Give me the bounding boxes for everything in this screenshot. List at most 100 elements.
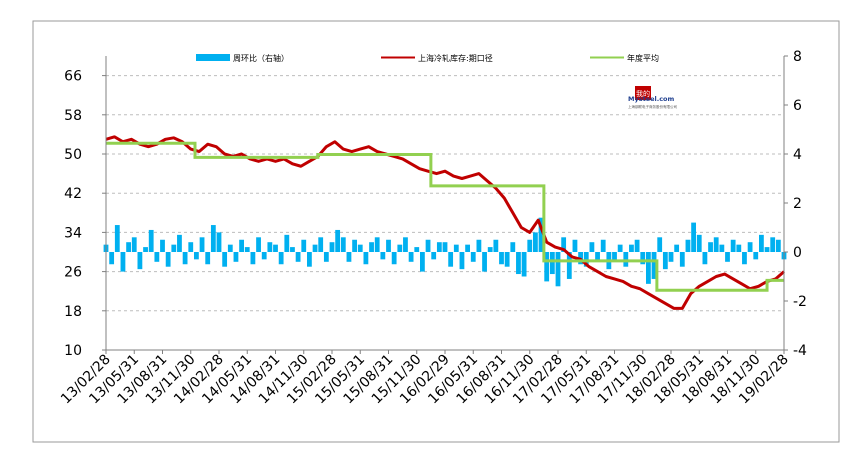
inventory-line [105, 135, 785, 310]
wow-bar [346, 252, 352, 262]
wow-bar [131, 237, 137, 252]
wow-bar [662, 252, 668, 270]
wow-bar [482, 252, 487, 272]
wow-bar [629, 244, 634, 252]
wow-bar [668, 252, 674, 262]
wow-bar [595, 252, 600, 262]
wow-bar [708, 242, 713, 252]
wow-bar [143, 247, 148, 252]
wow-bar [335, 229, 341, 252]
wow-bar [199, 237, 205, 252]
wow-bar [414, 247, 420, 252]
wow-bar [572, 239, 578, 252]
wow-bar [301, 239, 307, 252]
annual-average-line [106, 141, 784, 292]
wow-bar [758, 234, 764, 252]
wow-bar [476, 239, 482, 252]
wow-bar [357, 244, 363, 252]
wow-bar [634, 239, 640, 252]
wow-bar [227, 244, 233, 252]
wow-bar [250, 252, 256, 265]
wow-bar [177, 234, 182, 252]
wow-bar [216, 232, 222, 252]
wow-bar [702, 252, 708, 265]
wow-bar [499, 252, 504, 265]
legend-swatch-wow [196, 54, 230, 61]
wow-bar [487, 247, 493, 252]
watermark-company: 上海钢联电子商务股份有限公司 [628, 104, 677, 109]
wow-bar [256, 237, 261, 252]
wow-bar [685, 239, 691, 252]
wow-bar [589, 242, 595, 252]
wow-bar [295, 252, 301, 262]
wow-bar [109, 252, 115, 265]
wow-bar [651, 252, 657, 279]
wow-bar [713, 237, 719, 252]
wow-bar [770, 237, 776, 252]
wow-bar [764, 247, 770, 252]
y-left-tick-label: 10 [64, 343, 82, 359]
wow-bar [374, 237, 380, 252]
wow-bar [448, 252, 454, 267]
wow-bar [290, 247, 295, 252]
wow-bar [171, 244, 177, 252]
wow-bar [205, 252, 211, 265]
y-left-tick-label: 58 [64, 108, 82, 124]
wow-bar [386, 239, 391, 252]
wow-bar [538, 217, 544, 252]
watermark-logo: 我的 Mysteel.com 上海钢联电子商务股份有限公司 [628, 86, 677, 109]
wow-bar [363, 252, 369, 265]
wow-bar [645, 252, 651, 284]
wow-bar [154, 252, 160, 262]
wow-bar [753, 252, 759, 260]
y-left-tick-label: 18 [64, 304, 82, 320]
wow-bar [340, 237, 346, 252]
wow-bar [323, 252, 329, 262]
wow-bar [730, 239, 736, 252]
chart-border [32, 20, 840, 443]
y-right-tick-label: -2 [793, 294, 807, 310]
watermark-badge-text: 我的 [636, 89, 650, 98]
y-right-tick-label: 8 [793, 49, 802, 65]
wow-bar [278, 252, 284, 265]
wow-bar [403, 237, 408, 252]
wow-bar [549, 252, 555, 275]
wow-bar [182, 252, 188, 265]
wow-bar [470, 252, 476, 262]
wow-bar [679, 252, 685, 267]
y-left-tick-label: 26 [64, 265, 82, 281]
wow-bar [600, 239, 606, 252]
wow-bar [431, 252, 437, 260]
y-right-tick-label: 0 [793, 245, 802, 261]
wow-bar [504, 252, 510, 267]
wow-bar [742, 252, 747, 265]
wow-bar [273, 244, 278, 252]
wow-bar [261, 252, 267, 260]
legend: 周环比（右轴） 上海冷轧库存:期口径 年度平均 [196, 53, 659, 63]
wow-bar [137, 252, 143, 270]
wow-bar [566, 252, 572, 279]
wow-bar [222, 252, 228, 267]
wow-bar [510, 242, 516, 252]
wow-bar [736, 244, 742, 252]
wow-bar [188, 242, 194, 252]
wow-bar [267, 242, 273, 252]
series-inventory-line [105, 135, 785, 310]
wow-bar [612, 252, 617, 262]
y-left-tick-label: 66 [64, 69, 82, 85]
legend-label-wow: 周环比（右轴） [233, 53, 289, 63]
wow-bar [532, 232, 538, 252]
wow-bar [120, 252, 126, 272]
y-left-tick-label: 34 [64, 225, 82, 241]
wow-bar [244, 247, 250, 252]
wow-bar [561, 237, 567, 252]
wow-bar [775, 239, 781, 252]
wow-bar [329, 242, 335, 252]
wow-bar [617, 244, 623, 252]
wow-bar [369, 242, 374, 252]
y-left-tick-labels: 10 18 26 34 42 50 58 66 [64, 69, 106, 359]
legend-label-average: 年度平均 [627, 53, 659, 63]
wow-bar [436, 242, 442, 252]
wow-bar [352, 239, 358, 252]
